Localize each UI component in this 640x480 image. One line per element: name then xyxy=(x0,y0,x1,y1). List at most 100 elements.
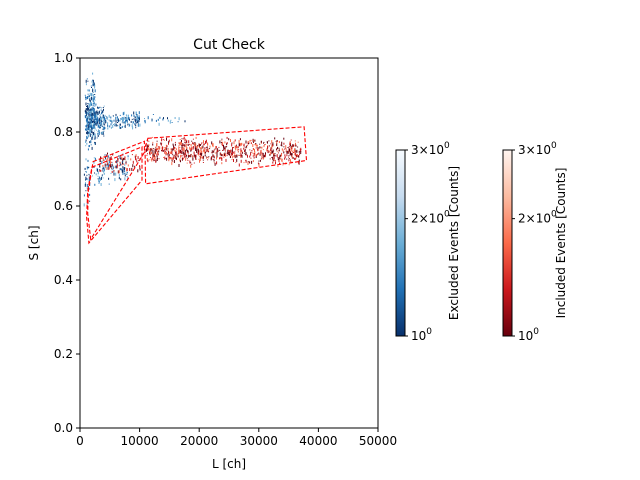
excluded-event-bin xyxy=(98,126,100,129)
excluded-event-bin xyxy=(95,118,97,120)
included-event-bin xyxy=(250,157,252,159)
included-event-bin xyxy=(192,146,194,150)
excluded-event-bin xyxy=(93,160,95,164)
included-event-bin xyxy=(227,149,229,152)
included-event-bin xyxy=(232,155,234,159)
included-event-bin xyxy=(250,139,252,141)
included-event-bin xyxy=(226,136,228,139)
excluded-event-bin xyxy=(101,123,103,127)
excluded-event-bin xyxy=(101,110,103,114)
included-event-bin xyxy=(252,144,254,147)
included-event-bin xyxy=(202,155,204,159)
included-event-bin xyxy=(214,152,216,154)
included-event-bin xyxy=(244,152,246,154)
excluded-event-bin xyxy=(151,119,153,121)
included-event-bin xyxy=(165,147,167,151)
excluded-event-bin xyxy=(87,113,89,115)
excluded-event-bin xyxy=(129,118,130,121)
included-event-bin xyxy=(224,150,226,152)
included-event-bin xyxy=(177,153,179,155)
included-event-bin xyxy=(121,156,123,160)
included-event-bin xyxy=(285,145,287,149)
included-event-bin xyxy=(146,148,147,152)
included-event-bin xyxy=(148,159,150,161)
excluded-event-bin xyxy=(99,106,101,108)
excluded-event-bin xyxy=(97,123,99,125)
excluded-event-bin xyxy=(86,78,88,80)
excluded-event-bin xyxy=(101,174,103,176)
included-event-bin xyxy=(177,155,179,158)
included-event-bin xyxy=(244,148,246,152)
included-event-bin xyxy=(216,161,218,165)
included-event-bin xyxy=(102,158,104,161)
excluded-event-bin xyxy=(85,145,87,147)
included-event-bin xyxy=(254,149,255,152)
included-event-bin xyxy=(151,147,153,150)
excluded-event-bin xyxy=(137,120,139,124)
included-event-bin xyxy=(139,165,141,168)
excluded-event-bin xyxy=(94,112,96,114)
included-event-bin xyxy=(153,160,155,161)
included-event-bin xyxy=(182,143,184,147)
included-event-bin xyxy=(238,140,240,143)
excluded-event-bin xyxy=(133,114,135,117)
excluded-event-bin xyxy=(95,121,97,124)
included-event-bin xyxy=(231,143,233,147)
included-event-bin xyxy=(154,149,156,152)
included-event-bin xyxy=(267,146,268,150)
included-event-bin xyxy=(291,153,293,156)
excluded-event-bin xyxy=(125,117,127,119)
excluded-event-bin xyxy=(104,154,106,156)
included-event-bin xyxy=(173,156,175,159)
excluded-event-bin xyxy=(94,141,96,143)
excluded-event-bin xyxy=(93,132,94,135)
excluded-event-bin xyxy=(119,120,121,122)
included-event-bin xyxy=(184,144,186,147)
included-event-bin xyxy=(155,146,157,148)
excluded-events-layer xyxy=(83,72,186,207)
included-event-bin xyxy=(272,157,274,159)
included-event-bin xyxy=(296,154,298,157)
included-event-bin xyxy=(124,156,126,159)
included-event-bin xyxy=(173,160,175,163)
excluded-event-bin xyxy=(91,130,93,132)
included-event-bin xyxy=(174,150,176,152)
included-event-bin xyxy=(167,148,169,150)
included-event-bin xyxy=(187,154,189,158)
excluded-event-bin xyxy=(96,137,98,139)
included-event-bin xyxy=(270,151,272,155)
included-event-bin xyxy=(234,139,236,142)
excluded-event-bin xyxy=(105,121,107,123)
included-event-bin xyxy=(185,139,187,141)
excluded-event-bin xyxy=(124,177,126,181)
included-event-bin xyxy=(198,143,200,147)
excluded-event-bin xyxy=(122,117,124,119)
excluded-event-bin xyxy=(90,103,92,106)
excluded-event-bin xyxy=(94,157,96,161)
excluded-event-bin xyxy=(87,117,88,120)
excluded-event-bin xyxy=(90,119,92,121)
included-event-bin xyxy=(232,152,233,155)
excluded-event-bin xyxy=(116,124,118,127)
included-event-bin xyxy=(220,153,222,156)
included-event-bin xyxy=(188,140,190,144)
included-event-bin xyxy=(163,139,165,141)
excluded-event-bin xyxy=(92,97,94,100)
included-event-bin xyxy=(281,153,282,157)
included-event-bin xyxy=(282,164,284,166)
excluded-event-bin xyxy=(89,121,91,124)
excluded-event-bin xyxy=(126,116,128,120)
included-event-bin xyxy=(193,142,195,146)
excluded-event-bin xyxy=(98,107,100,109)
included-event-bin xyxy=(230,149,232,153)
included-event-bin xyxy=(184,149,186,152)
excluded-event-bin xyxy=(107,125,109,128)
excluded-event-bin xyxy=(92,123,94,126)
excluded-event-bin xyxy=(96,120,98,124)
included-event-bin xyxy=(181,140,182,143)
included-event-bin xyxy=(190,164,192,168)
excluded-event-bin xyxy=(107,163,109,166)
included-event-bin xyxy=(207,159,209,161)
excluded-event-bin xyxy=(86,187,88,190)
included-event-bin xyxy=(261,152,263,155)
